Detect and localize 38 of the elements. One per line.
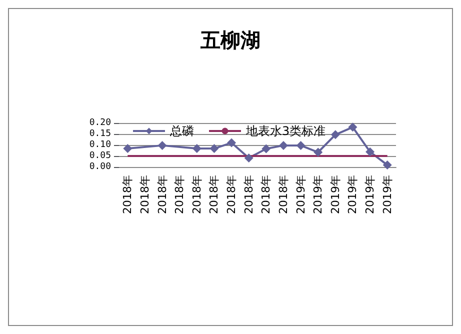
x-tick-label: 2019年 (328, 175, 342, 214)
x-tick-label: 2018年 (173, 175, 186, 214)
point (278, 140, 288, 150)
point (296, 140, 306, 150)
point (330, 130, 340, 140)
x-tick-label: 2018年 (276, 175, 290, 214)
x-tick-label: 2018年 (208, 175, 221, 214)
point (348, 122, 358, 132)
x-tick-label: 2018年 (156, 175, 169, 214)
point (366, 147, 375, 156)
y-tick-label: 0.10 (89, 140, 111, 150)
legend-label: 地表水3类标准 (245, 124, 326, 138)
point (210, 144, 219, 154)
legend-label: 总磷 (169, 124, 194, 138)
x-tick-label: 2018年 (260, 175, 273, 214)
x-tick-label: 2018年 (242, 175, 256, 214)
x-tick-label: 2019年 (346, 175, 360, 214)
point (382, 160, 392, 170)
point (244, 153, 254, 162)
y-tick-label: 0.00 (89, 162, 111, 172)
x-tick-label: 2019年 (312, 175, 325, 214)
point (158, 140, 167, 150)
y-tick-label: 0.15 (89, 129, 111, 139)
point (262, 144, 271, 154)
point (123, 144, 132, 154)
x-tick-label: 2019年 (364, 175, 377, 214)
y-tick-label: 0.05 (89, 151, 111, 161)
point (227, 138, 236, 148)
y-tick-label: 0.20 (89, 118, 111, 128)
point (314, 148, 323, 157)
x-tick-label: 2018年 (138, 175, 152, 214)
x-tick-label: 2018年 (225, 175, 238, 214)
x-tick-label: 2018年 (190, 175, 204, 214)
chart-title: 五柳湖 (200, 28, 260, 52)
x-tick-label: 2018年 (121, 175, 134, 214)
x-tick-label: 2019年 (380, 175, 394, 214)
x-tick-label: 2019年 (294, 175, 308, 214)
point (192, 144, 202, 154)
